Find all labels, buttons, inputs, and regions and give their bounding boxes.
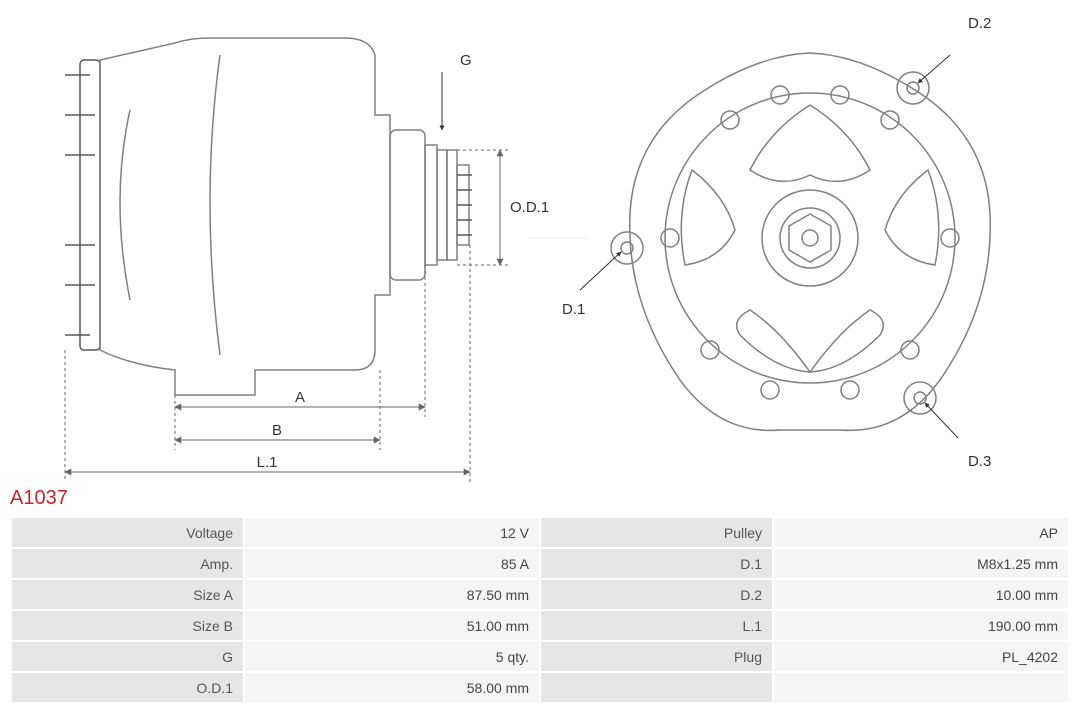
spec-value: 87.50 mm bbox=[245, 580, 539, 609]
side-view bbox=[65, 38, 472, 395]
spec-value: 51.00 mm bbox=[245, 611, 539, 640]
table-row: Voltage 12 V Pulley AP bbox=[12, 518, 1068, 547]
dim-A: A bbox=[175, 389, 425, 407]
spec-table: Voltage 12 V Pulley AP Amp. 85 A D.1 M8x… bbox=[10, 516, 1070, 704]
spec-label bbox=[541, 673, 772, 702]
dim-B: B bbox=[175, 422, 380, 440]
spec-value bbox=[774, 673, 1068, 702]
spec-value: 5 qty. bbox=[245, 642, 539, 671]
spec-value: M8x1.25 mm bbox=[774, 549, 1068, 578]
spec-label: Plug bbox=[541, 642, 772, 671]
spec-value: 190.00 mm bbox=[774, 611, 1068, 640]
dim-L1-label: L.1 bbox=[257, 454, 278, 471]
dim-OD1: O.D.1 bbox=[500, 150, 549, 265]
dim-B-label: B bbox=[272, 422, 282, 439]
dim-D2-label: D.2 bbox=[968, 15, 991, 32]
spec-label: Pulley bbox=[541, 518, 772, 547]
spec-label: L.1 bbox=[541, 611, 772, 640]
spec-value: 12 V bbox=[245, 518, 539, 547]
part-number: A1037 bbox=[10, 487, 68, 510]
table-row: Size A 87.50 mm D.2 10.00 mm bbox=[12, 580, 1068, 609]
spec-label: D.2 bbox=[541, 580, 772, 609]
table-row: Size B 51.00 mm L.1 190.00 mm bbox=[12, 611, 1068, 640]
table-row: G 5 qty. Plug PL_4202 bbox=[12, 642, 1068, 671]
spec-label: G bbox=[12, 642, 243, 671]
technical-drawing: A B L.1 O.D.1 G bbox=[10, 0, 1070, 485]
spec-label: Amp. bbox=[12, 549, 243, 578]
dim-D1-label: D.1 bbox=[562, 301, 585, 318]
spec-value: PL_4202 bbox=[774, 642, 1068, 671]
spec-label: Voltage bbox=[12, 518, 243, 547]
table-row: O.D.1 58.00 mm bbox=[12, 673, 1068, 702]
front-view bbox=[611, 53, 990, 430]
dim-D3-label: D.3 bbox=[968, 453, 991, 470]
spec-value: 85 A bbox=[245, 549, 539, 578]
spec-label: Size A bbox=[12, 580, 243, 609]
spec-label: D.1 bbox=[541, 549, 772, 578]
dim-L1: L.1 bbox=[65, 454, 470, 472]
dim-A-label: A bbox=[295, 389, 305, 406]
dim-OD1-label: O.D.1 bbox=[510, 199, 549, 216]
spec-label: O.D.1 bbox=[12, 673, 243, 702]
spec-value: AP bbox=[774, 518, 1068, 547]
spec-label: Size B bbox=[12, 611, 243, 640]
spec-value: 10.00 mm bbox=[774, 580, 1068, 609]
dim-G-label: G bbox=[460, 52, 472, 69]
dim-G: G bbox=[442, 52, 472, 130]
spec-value: 58.00 mm bbox=[245, 673, 539, 702]
table-row: Amp. 85 A D.1 M8x1.25 mm bbox=[12, 549, 1068, 578]
